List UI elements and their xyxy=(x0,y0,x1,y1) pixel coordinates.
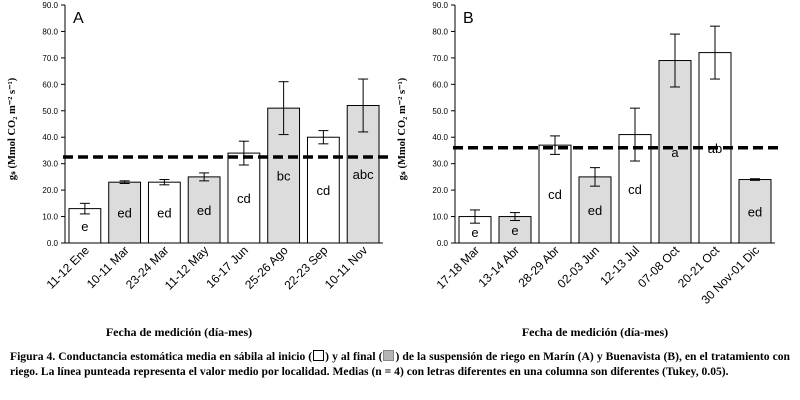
x-tick-label: 13-14 Abr xyxy=(475,243,522,290)
caption-part-3: ) de la suspensión de riego en Marín (A)… xyxy=(10,350,790,378)
significance-letter: a xyxy=(671,145,679,160)
y-tick-label: 90.0 xyxy=(42,1,58,10)
bar xyxy=(578,176,612,244)
bar xyxy=(538,144,572,244)
y-tick-label: 60.0 xyxy=(432,80,448,89)
y-tick-label: 0.0 xyxy=(437,239,449,248)
y-tick-label: 10.0 xyxy=(432,213,448,222)
significance-letter: e xyxy=(81,219,88,234)
caption-part-2: ) y al final ( xyxy=(325,350,383,363)
x-tick-label: 22-23 Sep xyxy=(281,243,330,292)
x-axis-title: Fecha de medición (día-mes) xyxy=(522,325,668,339)
y-tick-label: 80.0 xyxy=(42,27,58,36)
significance-letter: ed xyxy=(588,203,602,218)
panel-label: B xyxy=(463,10,474,27)
significance-letter: ed xyxy=(748,204,762,219)
y-tick-label: 70.0 xyxy=(432,54,448,63)
y-axis-title: gₛ (Mmol CO₂ m⁻² s⁻¹) xyxy=(7,77,18,180)
y-tick-label: 50.0 xyxy=(42,107,58,116)
panel-b: 0.0 10.0 20.0 30.0 40.0 50.0 60.0 70.0 80.0 90.0 B… xyxy=(397,1,780,339)
significance-letter: ed xyxy=(117,206,131,221)
significance-letter: e xyxy=(471,225,478,240)
x-tick-label: 17-18 Mar xyxy=(434,243,483,292)
significance-letter: cd xyxy=(628,182,642,197)
x-tick-label: 02-03 Jun xyxy=(554,243,602,291)
y-tick-label: 10.0 xyxy=(42,213,58,222)
panel-label: A xyxy=(73,10,84,27)
y-tick-label: 20.0 xyxy=(432,186,448,195)
y-tick-label: 90.0 xyxy=(432,1,448,10)
y-tick-label: 40.0 xyxy=(432,133,448,142)
bar xyxy=(306,136,340,244)
bar xyxy=(227,152,261,244)
x-axis-title: Fecha de medición (día-mes) xyxy=(106,325,252,339)
significance-letter: cd xyxy=(237,191,251,206)
bar xyxy=(187,176,221,244)
y-tick-label: 80.0 xyxy=(432,27,448,36)
x-tick-label: 10-11 Nov xyxy=(322,243,370,291)
y-tick-label: 40.0 xyxy=(42,133,58,142)
significance-letter: ed xyxy=(157,206,171,221)
significance-letter: cd xyxy=(548,187,562,202)
figure-caption: Figura 4. Conductancia estomática media … xyxy=(10,349,790,379)
y-tick-label: 20.0 xyxy=(42,186,58,195)
y-axis-title: gₛ (Mmol CO₂ m⁻² s⁻¹) xyxy=(397,77,408,180)
figure: 0.0 10.0 20.0 30.0 40.0 50.0 60.0 70.0 80.0 90.0 A… xyxy=(7,1,780,339)
significance-letter: cd xyxy=(317,183,331,198)
y-tick-label: 60.0 xyxy=(42,80,58,89)
white-bar-swatch xyxy=(313,350,325,361)
x-tick-label: 07-08 Oct xyxy=(635,243,683,291)
y-tick-label: 50.0 xyxy=(432,107,448,116)
y-tick-label: 70.0 xyxy=(42,54,58,63)
y-tick-label: 30.0 xyxy=(42,160,58,169)
x-tick-label: 11-12 Ene xyxy=(44,243,93,292)
panel-a: 0.0 10.0 20.0 30.0 40.0 50.0 60.0 70.0 80.0 90.0 A… xyxy=(7,1,388,339)
significance-letter: abc xyxy=(353,167,374,182)
x-tick-label: 11-12 May xyxy=(162,243,211,292)
y-tick-label: 0.0 xyxy=(47,239,59,248)
gray-bar-swatch xyxy=(383,350,395,361)
significance-letter: ed xyxy=(197,203,211,218)
significance-letter: e xyxy=(511,223,518,238)
y-tick-label: 30.0 xyxy=(432,160,448,169)
caption-part-1: Figura 4. Conductancia estomática media … xyxy=(10,350,313,363)
significance-letter: bc xyxy=(277,169,291,184)
